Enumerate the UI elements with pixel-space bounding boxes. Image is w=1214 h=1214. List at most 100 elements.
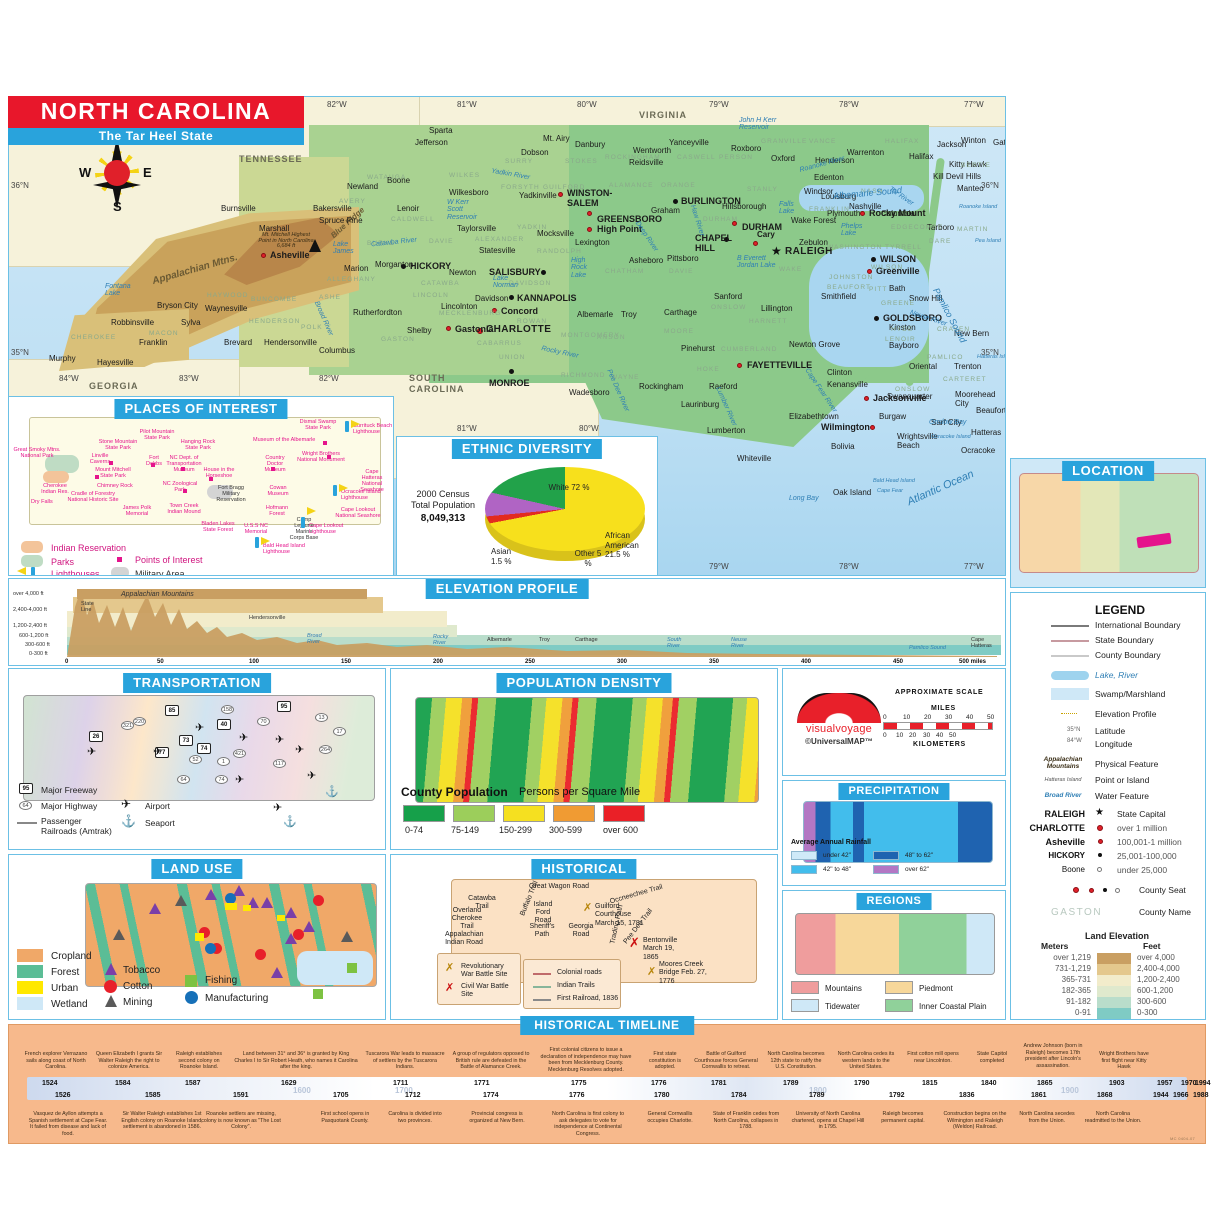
legend-elev-meters-0: over 1,219 — [1053, 953, 1091, 962]
lighthouse-beam-currituck — [351, 420, 360, 428]
popden-swatch-over-600 — [603, 805, 645, 822]
state-title: NORTH CAROLINA — [8, 96, 304, 128]
elev-ylabel-1200-2400: 1,200-2,400 ft — [13, 623, 47, 629]
elev-xtick-50: 50 — [157, 659, 164, 665]
legend-label-longitude: Longitude — [1095, 739, 1133, 749]
logo-text-top: visualvoyage — [806, 723, 872, 735]
historical-title: HISTORICAL — [531, 859, 637, 879]
legend-elev-meters-2: 365-731 — [1061, 975, 1091, 984]
places-of-interest-panel[interactable]: PLACES OF INTEREST Great Smoky Mtns. Nat… — [8, 396, 394, 576]
city-dot-chapel-hill — [724, 237, 729, 242]
legend-star-dots — [1061, 713, 1077, 714]
timeline-year-above-11: 1815 — [922, 1080, 938, 1087]
poi-label-mount-mitchell: Mount Mitchell State Park — [95, 467, 131, 479]
landuse-wetland-patch — [297, 951, 373, 985]
scale-miles-50: 50 — [987, 714, 995, 721]
scale-miles-10: 10 — [903, 714, 911, 721]
elev-xtick-200: 200 — [433, 659, 444, 665]
city-dot-jacksonville — [864, 396, 869, 401]
regions-panel[interactable]: REGIONS Mountains Tidewater Piedmont Inn… — [782, 890, 1006, 1020]
poi-label-cape-lookout-ns: Cape Lookout National Seashore — [335, 507, 381, 519]
poi-label-museum-albemarle: Museum of the Albemarle — [253, 437, 316, 443]
elevation-profile-panel[interactable]: ELEVATION PROFILE over 4,000 ft 2,400-4,… — [8, 578, 1006, 666]
timeline-event-above-9: North Carolina becomes 12th state to rat… — [767, 1051, 825, 1071]
compass-rose: N S E W — [79, 119, 153, 214]
transport-legend-label-freeway: Major Freeway — [41, 785, 98, 795]
poi-label-cape-hatteras-ns: Cape Hatteras National Seashore — [360, 469, 384, 493]
land-use-panel[interactable]: LAND USE Cropland Forest Urban — [8, 854, 386, 1020]
lighthouse-icon-bald-head — [255, 537, 259, 548]
timeline-event-below-5: Provincial congress is organized at New … — [469, 1111, 525, 1124]
precip-swatch-42-48 — [791, 865, 817, 874]
timeline-event-below-9: University of North Carolina chartered, … — [791, 1111, 865, 1131]
poi-label-ocracoke-lighthouse: Ocracoke Island Lighthouse — [341, 489, 381, 501]
timeline-year-below-10: 1792 — [889, 1092, 905, 1099]
timeline-event-below-2: Roanoke settlers are missing, colony is … — [201, 1111, 281, 1131]
elev-anno-rocky-river: Rocky River — [433, 634, 449, 646]
precip-swatch-48-62 — [873, 851, 899, 860]
tobacco-marker-9 — [149, 903, 161, 914]
city-dot-asheville — [261, 253, 266, 258]
scale-miles-30: 30 — [945, 714, 953, 721]
popden-label-75-149: 75-149 — [451, 825, 480, 835]
timeline-year-below-13: 1868 — [1097, 1092, 1113, 1099]
scale-miles-0: 0 — [883, 714, 887, 721]
population-density-panel[interactable]: POPULATION DENSITY County Population Per… — [390, 668, 778, 850]
landuse-icon-mining — [105, 995, 117, 1007]
transport-legend-label-rail: Passenger Railroads (Amtrak) — [41, 816, 112, 837]
precip-label-42-48: 42" to 48" — [823, 866, 852, 873]
census-label: 2000 Census — [416, 489, 470, 499]
poi-label-currituck-lighthouse: Currituck Beach Lighthouse — [353, 423, 393, 435]
fishing-marker-1 — [347, 963, 357, 973]
timeline-year-above-4: 1711 — [393, 1080, 409, 1087]
timeline-event-above-0: French explorer Verrazano sails along co… — [24, 1051, 88, 1071]
historical-timeline-panel[interactable]: HISTORICAL TIMELINE 1600 1700 1800 1900 … — [8, 1016, 1211, 1144]
city-dot-gastonia — [446, 326, 451, 331]
tobacco-marker-1 — [205, 889, 217, 900]
legend-line-state — [1051, 640, 1089, 642]
hist-legend-routes-scroll — [523, 959, 621, 1009]
manufacturing-marker-2 — [205, 943, 216, 954]
poi-marker-2 — [95, 475, 99, 479]
airport-icon-9: ✈ — [273, 802, 283, 814]
county-seat-icon-1 — [1073, 887, 1079, 893]
transportation-panel[interactable]: TRANSPORTATION 95 85 77 40 26 73 74 17 6… — [8, 668, 386, 850]
landuse-swatch-urban — [17, 981, 43, 994]
highway-oval-321: 321 — [121, 721, 134, 730]
poi-marker-8 — [327, 455, 331, 459]
transport-legend-icon-highway: 64 — [19, 801, 32, 810]
timeline-year-above-2: 1587 — [185, 1080, 201, 1087]
poi-label-cape-lookout-lighthouse: Cape Lookout Lighthouse — [309, 523, 344, 535]
location-inset-panel[interactable]: LOCATION — [1010, 458, 1206, 588]
timeline-event-below-8: State of Franklin cedes from North Carol… — [712, 1111, 780, 1131]
timeline-century-1700: 1700 — [395, 1086, 413, 1095]
popden-label-300-599: 300-599 — [549, 825, 583, 835]
poi-legend-beam-lighthouse — [17, 567, 26, 575]
hist-legend-icon-rev-war: ✗ — [445, 962, 455, 974]
highway-oval-158: 158 — [221, 705, 234, 714]
legend-panel[interactable]: LEGEND International Boundary State Boun… — [1010, 592, 1206, 1020]
scale-title: APPROXIMATE SCALE — [895, 689, 984, 696]
elev-ylabel-over-4000: over 4,000 ft — [13, 591, 44, 597]
legend-sample-water: Broad River — [1044, 792, 1082, 799]
timeline-year-below-9: 1789 — [809, 1092, 825, 1099]
hist-trail-appalachian: Appalachian Indian Road — [445, 931, 484, 947]
timeline-year-above-8: 1781 — [711, 1080, 727, 1087]
albemarle-sound-water — [799, 185, 924, 211]
hist-legend-label-civil-war: Civil War Battle Site — [461, 983, 509, 999]
ethnic-diversity-title: ETHNIC DIVERSITY — [451, 439, 603, 459]
elev-xtick-350: 350 — [709, 659, 720, 665]
timeline-event-below-4: Carolina is divided into two provinces. — [388, 1111, 442, 1124]
legend-elev-meters-3: 182-365 — [1061, 986, 1091, 995]
poi-label-pilot-mountain: Pilot Mountain State Park — [139, 429, 175, 441]
ethnic-diversity-panel[interactable]: ETHNIC DIVERSITY 2000 Census Total Popul… — [396, 436, 658, 576]
historical-panel[interactable]: HISTORICAL Catawba Trail Overland Cherok… — [390, 854, 778, 1020]
battle-icon-guilford: ✗ — [583, 902, 593, 914]
poi-legend-label-lighthouses: Lighthouses — [51, 569, 100, 576]
poi-reservation-shape-cherokee — [43, 471, 69, 483]
legend-elev-feet-3: 600-1,200 — [1137, 986, 1174, 995]
landuse-label-cotton: Cotton — [123, 981, 153, 992]
legend-elev-meters-1: 731-1,219 — [1054, 964, 1091, 973]
precipitation-panel[interactable]: PRECIPITATION Average Annual Rainfall un… — [782, 780, 1006, 886]
tobacco-marker-4 — [261, 897, 273, 908]
